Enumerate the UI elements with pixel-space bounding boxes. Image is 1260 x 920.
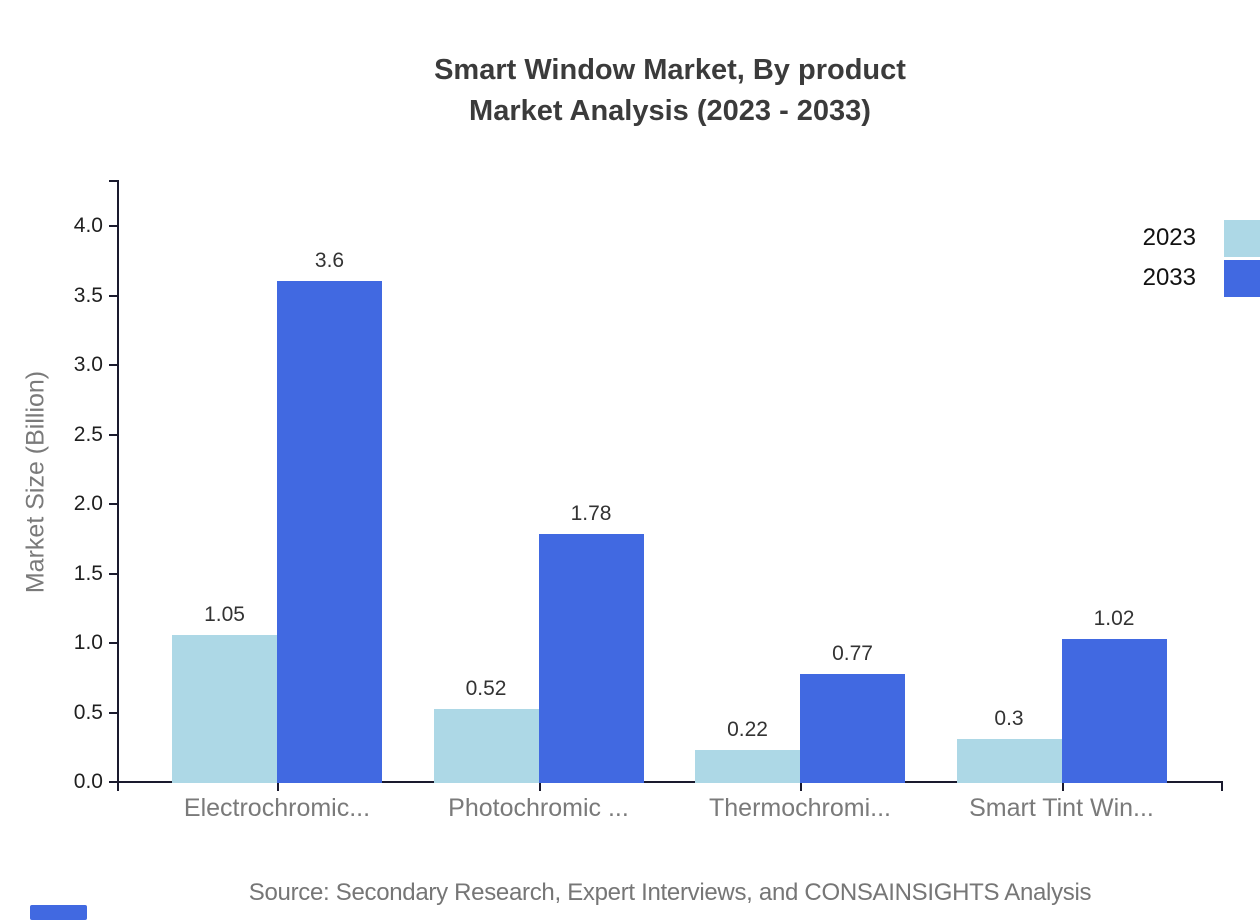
y-tick-label: 2.5 bbox=[73, 422, 103, 446]
legend-swatch-2023 bbox=[1224, 219, 1260, 257]
legend-item-2033: 2033 bbox=[1050, 258, 1260, 298]
y-axis-line bbox=[117, 180, 119, 783]
bar-value-label: 1.05 bbox=[204, 603, 245, 626]
x-axis-tick bbox=[117, 783, 119, 791]
bar-value-label: 0.52 bbox=[465, 677, 507, 700]
bar-value-label: 3.6 bbox=[314, 249, 345, 272]
y-axis-tick bbox=[109, 364, 117, 366]
bar-2033-0 bbox=[277, 281, 382, 783]
chart-title-line1: Smart Window Market, By product bbox=[434, 54, 906, 86]
x-category-label: Thermochromi... bbox=[709, 794, 891, 822]
y-axis-tick bbox=[109, 503, 117, 505]
y-axis-tick bbox=[109, 781, 117, 783]
chart-title: Smart Window Market, By product Market A… bbox=[80, 50, 1260, 132]
bar-value-label: 1.02 bbox=[1093, 607, 1135, 630]
y-axis-tick bbox=[109, 294, 117, 297]
bar-2033-1 bbox=[538, 534, 644, 783]
bar-2023-2 bbox=[695, 750, 800, 783]
y-axis-cap-tick bbox=[109, 180, 117, 182]
y-axis-tick bbox=[109, 642, 117, 644]
y-tick-label: 0.0 bbox=[73, 770, 103, 793]
legend-label-2033: 2033 bbox=[1142, 264, 1196, 291]
y-tick-label: 3.0 bbox=[73, 353, 103, 376]
chart-title-line2: Market Analysis (2023 - 2033) bbox=[469, 95, 871, 127]
x-axis-tick bbox=[277, 783, 279, 791]
y-tick-label: 1.5 bbox=[73, 561, 103, 585]
x-category-label: Photochromic ... bbox=[448, 794, 629, 822]
legend-item-2023: 2023 bbox=[1050, 218, 1260, 258]
y-tick-label: 0.5 bbox=[73, 700, 103, 724]
legend-swatch-2033 bbox=[1224, 259, 1260, 297]
bar-2033-2 bbox=[800, 674, 905, 783]
bar-value-label: 0.3 bbox=[994, 707, 1024, 730]
bar-2033-3 bbox=[1061, 639, 1167, 783]
y-axis-tick bbox=[109, 711, 117, 714]
y-tick-label: 2.0 bbox=[73, 492, 103, 515]
y-tick-label: 4.0 bbox=[73, 214, 103, 237]
watermark-badge bbox=[30, 905, 87, 920]
x-axis-tick bbox=[800, 783, 802, 791]
x-axis-line bbox=[117, 781, 1223, 783]
y-tick-label: 1.0 bbox=[73, 631, 103, 654]
y-tick-label: 3.5 bbox=[73, 283, 103, 307]
y-axis-tick bbox=[109, 433, 117, 436]
bar-value-label: 1.78 bbox=[570, 502, 612, 525]
bar-value-label: 0.77 bbox=[832, 642, 873, 665]
bar-2023-1 bbox=[433, 709, 539, 783]
x-category-label: Electrochromic... bbox=[183, 794, 371, 822]
legend-label-2023: 2023 bbox=[1142, 224, 1196, 251]
x-axis-tick bbox=[1221, 783, 1223, 791]
bar-value-label: 0.22 bbox=[727, 718, 768, 741]
x-axis-tick bbox=[1061, 783, 1064, 791]
source-attribution: Source: Secondary Research, Expert Inter… bbox=[248, 879, 1092, 906]
y-axis-title: Market Size (Billion) bbox=[21, 370, 50, 594]
bar-2023-3 bbox=[956, 739, 1062, 783]
y-axis-tick bbox=[109, 572, 117, 575]
x-axis-tick bbox=[538, 783, 541, 791]
x-category-label: Smart Tint Win... bbox=[969, 794, 1154, 822]
y-axis-tick bbox=[109, 225, 117, 227]
legend: 2023 2033 bbox=[1050, 218, 1260, 298]
bar-2023-0 bbox=[172, 635, 277, 783]
